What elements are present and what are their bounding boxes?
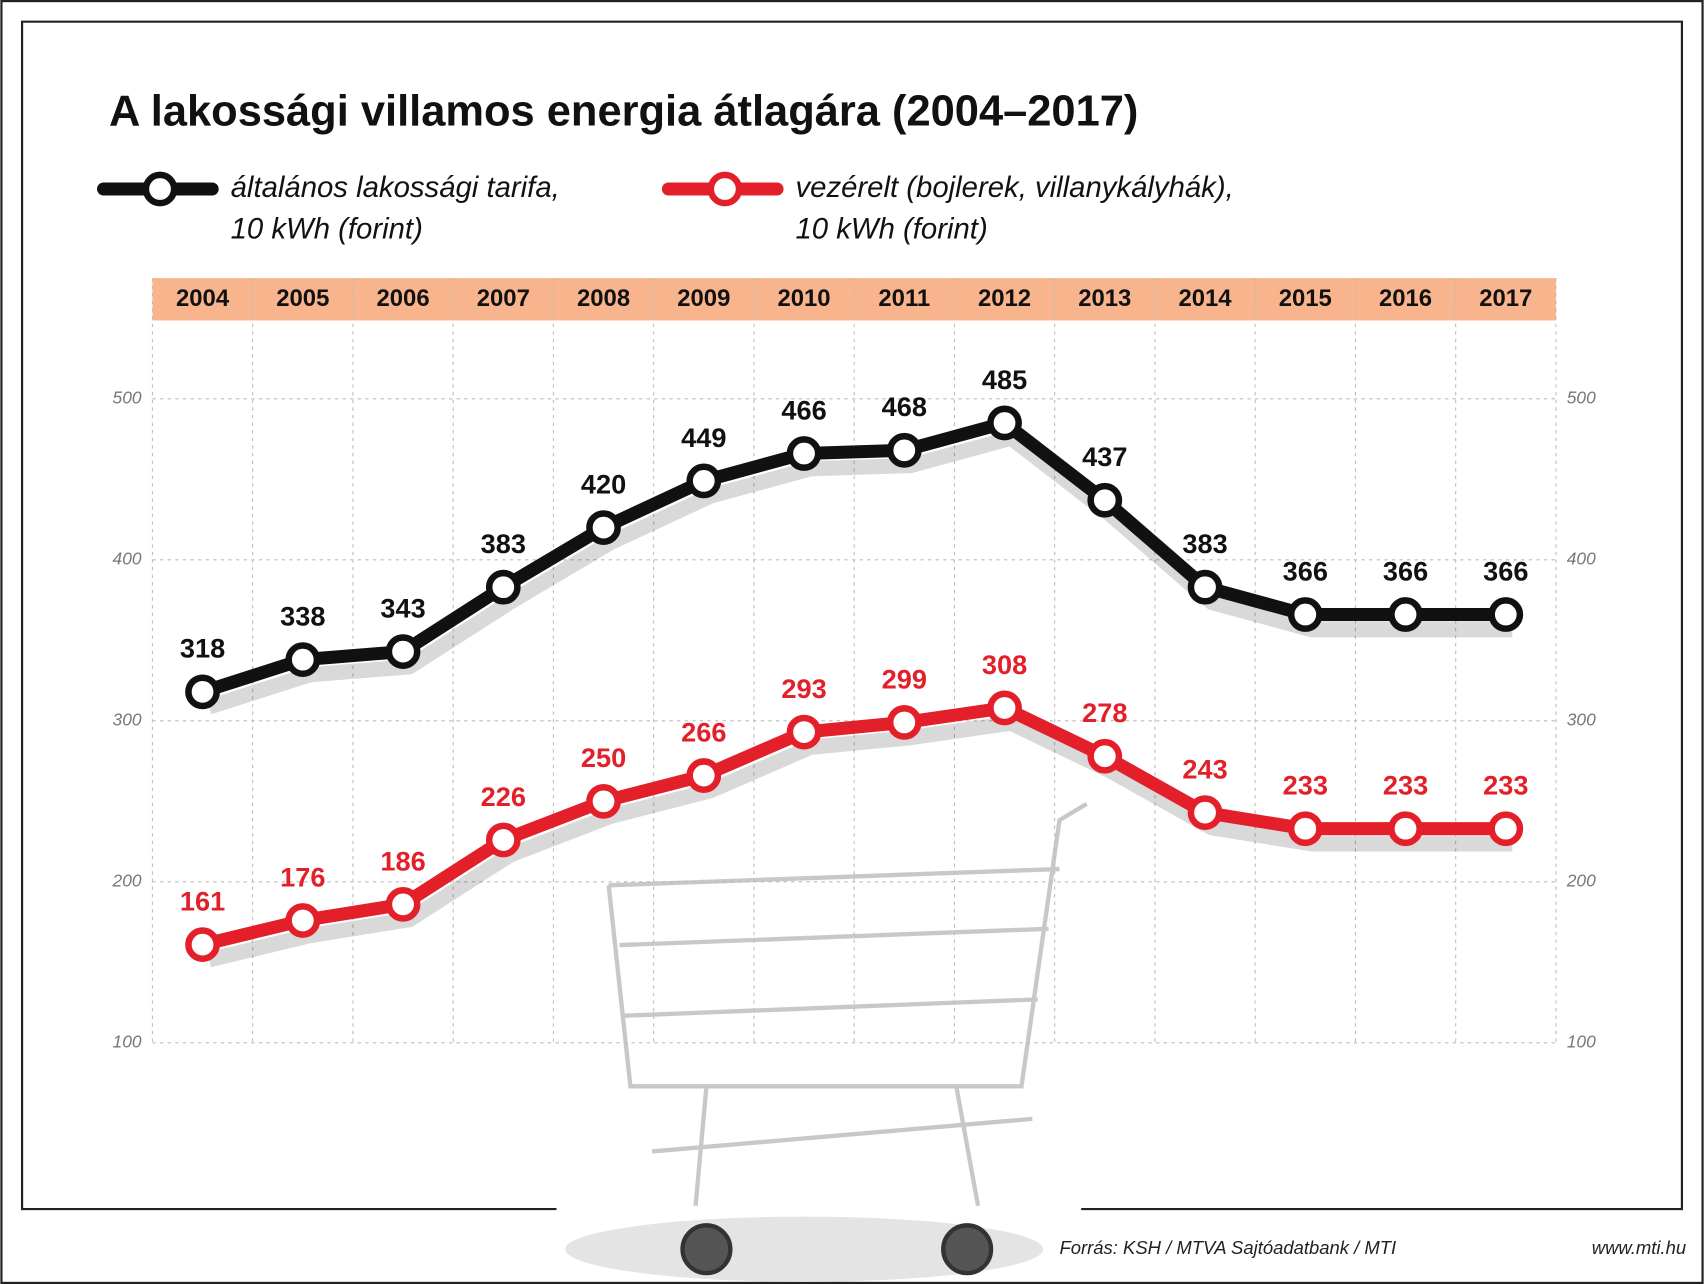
legend-marker [142,171,178,207]
data-label: 437 [1082,441,1127,472]
chart-title: A lakossági villamos energia átlagára (2… [109,88,1138,136]
point-marker [1087,738,1123,774]
data-label: 366 [1483,555,1528,586]
data-label: 226 [481,781,526,812]
data-label: 233 [1483,770,1528,801]
x-tick-label: 2016 [1379,285,1432,312]
point-marker [686,463,722,499]
y2-tick-label: 300 [1567,709,1596,729]
x-tick-label: 2008 [577,285,630,312]
data-label: 293 [781,673,826,704]
x-tick-label: 2005 [276,285,329,312]
point-marker [686,758,722,793]
y2-tick-label: 400 [1567,548,1596,568]
y-tick-label: 100 [113,1031,142,1051]
point-marker [1488,597,1524,632]
point-marker [1287,597,1323,632]
legend-label: általános lakossági tarifa, 10 kWh (fori… [231,171,568,245]
x-tick-label: 2009 [677,285,730,312]
point-marker [1388,811,1423,847]
point-marker [886,705,922,740]
point-marker [185,674,220,710]
y2-tick-label: 200 [1566,870,1596,890]
point-marker [987,405,1022,441]
legend-marker [707,171,743,207]
website: www.mti.hu [1592,1237,1686,1258]
x-tick-label: 2015 [1279,285,1332,312]
legend-line-1: általános lakossági tarifa, [231,171,568,204]
point-marker [786,436,822,471]
point-marker [285,642,321,678]
point-marker [586,510,621,545]
y-tick-label: 200 [112,870,142,890]
legend-line-2: 10 kWh (forint) [231,212,423,245]
data-label: 243 [1182,753,1227,784]
data-label: 485 [982,364,1027,395]
data-label: 466 [781,394,826,425]
x-tick-label: 2006 [376,285,429,312]
x-tick-label: 2012 [978,285,1031,312]
x-tick-label: 2007 [477,285,530,312]
legend-line-1: vezérelt (bojlerek, villanykályhák), [796,171,1242,204]
category-band [152,278,1556,321]
data-label: 233 [1383,770,1428,801]
x-tick-label: 2014 [1178,285,1232,312]
data-label: 161 [180,886,225,917]
y2-tick-label: 100 [1567,1031,1596,1051]
point-marker [987,690,1022,726]
point-marker [1187,569,1223,605]
point-marker [485,569,521,605]
data-label: 250 [581,742,626,773]
x-tick-label: 2011 [878,285,930,312]
point-marker [385,634,421,669]
y-tick-label: 300 [113,709,142,729]
point-marker [886,432,922,468]
data-label: 266 [681,716,726,747]
point-marker [1488,811,1524,847]
data-label: 383 [481,528,526,559]
legend-label: vezérelt (bojlerek, villanykályhák), 10 … [796,171,1242,245]
x-tick-label: 2017 [1479,285,1532,312]
y-tick-label: 500 [113,387,142,407]
x-tick-label: 2010 [777,285,830,312]
x-tick-label: 2004 [176,285,230,312]
data-label: 468 [882,391,927,422]
data-label: 366 [1383,555,1428,586]
data-label: 176 [280,861,325,892]
x-tick-label: 2013 [1078,285,1131,312]
point-marker [385,886,421,922]
point-marker [1388,597,1423,632]
data-label: 420 [581,468,626,499]
data-label: 308 [982,649,1027,680]
data-label: 366 [1283,555,1328,586]
point-marker [485,822,521,858]
y-tick-label: 400 [113,548,142,568]
point-marker [1187,795,1223,830]
legend-line-2: 10 kWh (forint) [796,212,988,245]
point-marker [1287,811,1323,847]
data-label: 186 [380,845,425,876]
data-label: 233 [1283,770,1328,801]
point-marker [786,714,822,750]
cart-illustration [565,801,1088,1282]
source: Forrás: KSH / MTVA Sajtóadatbank / MTI [1059,1237,1396,1258]
point-marker [1087,482,1123,518]
data-label: 338 [280,601,325,632]
point-marker [285,903,321,938]
data-label: 383 [1182,528,1227,559]
data-label: 278 [1082,697,1127,728]
data-label: 299 [882,663,927,694]
data-label: 449 [681,422,726,453]
data-label: 318 [180,633,225,664]
point-marker [586,783,621,819]
data-label: 343 [380,592,425,623]
point-marker [185,927,220,963]
chart-frame [20,20,1684,1211]
y2-tick-label: 500 [1567,387,1596,407]
